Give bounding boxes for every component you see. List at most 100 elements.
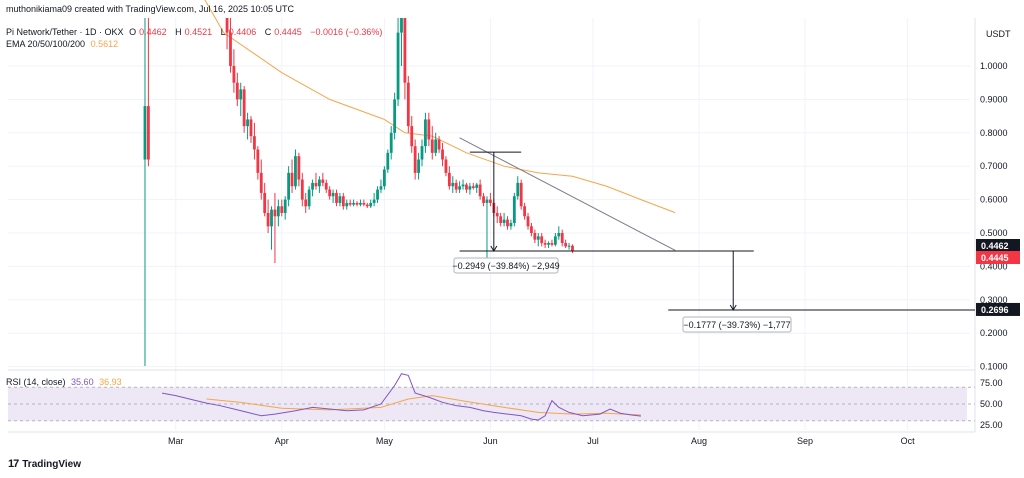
footer-brand[interactable]: 17 TradingView <box>8 458 81 470</box>
candle-body <box>485 199 489 203</box>
candle-body <box>495 212 499 217</box>
ohlc-close: C 0.4445 <box>264 27 302 37</box>
price-label-bg <box>976 239 1020 252</box>
candle-body <box>253 136 256 150</box>
price-label-bg <box>976 302 1020 316</box>
candle-body <box>266 212 270 227</box>
candle-body <box>461 184 465 187</box>
candle-body <box>454 182 458 190</box>
created-by-text: muthonikiama09 created with TradingView.… <box>6 4 294 14</box>
tradingview-logo-icon: 17 <box>8 458 19 470</box>
ema-label: EMA 20/50/100/200 <box>6 39 86 49</box>
candle-body <box>314 182 318 187</box>
candle-body <box>557 233 561 237</box>
ohlc-high: H 0.4521 <box>175 27 213 37</box>
candle-body <box>506 219 509 227</box>
price-tick-label: 1.0000 <box>980 61 1008 71</box>
candle-body <box>246 119 249 127</box>
candle-body <box>482 196 485 203</box>
measure-label-1-box <box>453 257 559 274</box>
candle-body <box>304 199 308 207</box>
rsi-legend[interactable]: RSI (14, close) 35.60 36.93 <box>6 377 125 387</box>
ohlc-low: L 0.4406 <box>220 27 257 37</box>
candle-body <box>143 106 147 160</box>
candle-body <box>560 233 564 244</box>
candle-body <box>471 186 475 188</box>
measure-label-2: −0.1777 (−39.73%) −1,777 <box>683 320 790 330</box>
drawings: −0.2949 (−39.84%) −2,949 −0.1777 (−39.73%… <box>452 137 975 333</box>
grid-lines <box>8 18 976 433</box>
candle-body <box>369 202 373 207</box>
candle-body <box>287 172 291 200</box>
candle-body <box>550 243 554 245</box>
candle-body <box>393 99 397 133</box>
price-tick-label: 0.9000 <box>980 94 1008 104</box>
candle-body <box>276 206 280 217</box>
candle-body <box>280 206 284 213</box>
candle-body <box>571 245 574 252</box>
candle-body <box>475 184 479 188</box>
candle-body <box>468 186 472 190</box>
price-label: 0.2696 <box>981 305 1009 315</box>
price-tick-label: 0.3000 <box>980 295 1008 305</box>
candle-body <box>311 182 314 190</box>
candle-body <box>530 226 533 233</box>
candle-body <box>341 196 345 207</box>
candle-body <box>294 156 297 187</box>
ema-legend[interactable]: EMA 20/50/100/200 0.5612 <box>6 39 121 49</box>
price-tick-label: 0.1000 <box>980 362 1008 372</box>
candle-body <box>516 182 520 197</box>
candle-body <box>321 179 325 183</box>
candle-body <box>249 119 253 137</box>
candle-body <box>348 202 352 205</box>
candle-body <box>536 236 540 240</box>
ema-series-line <box>204 0 676 214</box>
candle-body <box>300 179 304 200</box>
candle-body <box>283 199 287 213</box>
rsi-ma-line <box>206 395 641 416</box>
candle-body <box>427 119 431 140</box>
price-tick-label: 0.6000 <box>980 195 1008 205</box>
candle-body <box>396 32 400 100</box>
candle-body <box>362 202 366 205</box>
candle-body <box>382 169 386 187</box>
candle-body <box>451 182 455 187</box>
price-tick-label: 0.5000 <box>980 228 1008 238</box>
rsi-tick-label: 25.00 <box>980 420 1003 430</box>
ohlc-open: O 0.4462 <box>129 27 167 37</box>
price-tick-label: 0.2000 <box>980 328 1008 338</box>
candle-body <box>338 196 342 203</box>
candle-body <box>273 209 277 217</box>
candle-body <box>543 243 547 245</box>
ema-line <box>204 0 676 214</box>
price-tick-label: 0.7000 <box>980 161 1008 171</box>
candle-body <box>270 209 273 227</box>
candle-body <box>458 186 462 190</box>
candle-body <box>318 179 321 187</box>
candle-body <box>335 192 338 203</box>
time-tick-label: May <box>376 436 394 446</box>
time-tick-label: Sep <box>797 436 813 446</box>
ema-value: 0.5612 <box>90 39 119 49</box>
candle-body <box>359 202 362 205</box>
candle-body <box>372 199 376 203</box>
candle-body <box>406 82 410 127</box>
measure-arrow-2-head <box>729 304 737 311</box>
candle-body <box>225 18 229 33</box>
candle-body <box>447 172 451 187</box>
candle-body <box>533 233 537 240</box>
candle-body <box>235 82 239 100</box>
time-tick-label: Jul <box>587 436 599 446</box>
candle-body <box>444 159 448 173</box>
rsi-label: RSI (14, close) <box>6 377 66 387</box>
candle-body <box>564 243 568 247</box>
price-axis: 1.0000 0.9000 0.8000 0.7000 0.6000 0.5000 0.40… <box>976 61 1020 372</box>
rsi-line <box>161 373 641 421</box>
candle-body <box>420 146 424 160</box>
symbol-header: Pi Network/Tether · 1D · OKX O 0.4462 H 0.… <box>6 27 385 37</box>
candle-body <box>400 18 403 33</box>
symbol-title[interactable]: Pi Network/Tether · 1D · OKX <box>6 27 124 37</box>
time-axis: Mar Apr May Jun Jul Aug Sep Oct <box>168 436 915 446</box>
measure-label-1: −0.2949 (−39.84%) −2,949 <box>452 261 559 271</box>
candle-body <box>256 149 260 173</box>
